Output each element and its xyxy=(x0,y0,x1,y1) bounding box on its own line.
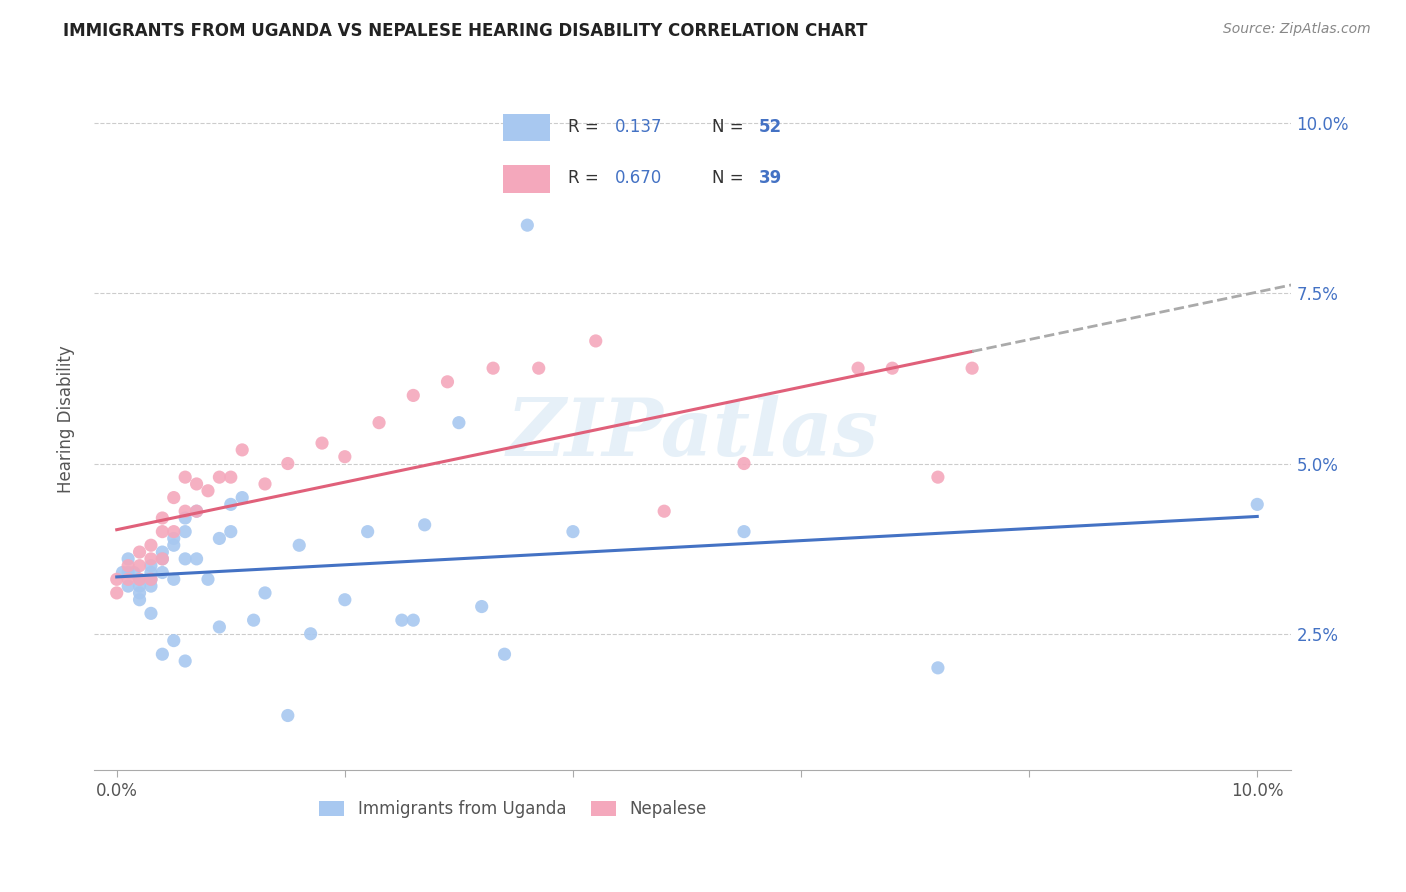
Point xyxy=(253,586,276,600)
Point xyxy=(208,532,231,546)
Point xyxy=(333,592,356,607)
Point xyxy=(585,334,607,348)
Point xyxy=(482,361,505,376)
Point xyxy=(163,633,186,648)
Point xyxy=(208,620,231,634)
Point xyxy=(219,524,242,539)
Point xyxy=(494,647,516,661)
Point xyxy=(333,450,356,464)
Point xyxy=(139,579,162,593)
Point xyxy=(105,586,128,600)
Point xyxy=(219,470,242,484)
Point xyxy=(174,504,197,518)
Point xyxy=(163,572,186,586)
Point xyxy=(128,592,150,607)
Point xyxy=(652,504,675,518)
Point xyxy=(733,524,755,539)
Point xyxy=(122,566,145,580)
Point xyxy=(299,627,322,641)
Point xyxy=(150,511,173,525)
Point xyxy=(150,545,173,559)
Point xyxy=(927,661,949,675)
Point xyxy=(150,524,173,539)
Point xyxy=(208,470,231,484)
Point xyxy=(516,218,538,232)
Point xyxy=(128,558,150,573)
Point xyxy=(117,579,139,593)
Point xyxy=(139,607,162,621)
Point xyxy=(402,613,425,627)
Point xyxy=(186,504,208,518)
Point xyxy=(128,572,150,586)
Point xyxy=(733,457,755,471)
Point xyxy=(231,491,253,505)
Point xyxy=(174,511,197,525)
Point xyxy=(447,416,470,430)
Point xyxy=(356,524,378,539)
Point xyxy=(139,566,162,580)
Point xyxy=(561,524,583,539)
Point xyxy=(219,497,242,511)
Point xyxy=(277,708,299,723)
Text: ZIPatlas: ZIPatlas xyxy=(506,394,879,472)
Point xyxy=(163,532,186,546)
Text: Source: ZipAtlas.com: Source: ZipAtlas.com xyxy=(1223,22,1371,37)
Point xyxy=(1246,497,1268,511)
Point xyxy=(111,566,134,580)
Point xyxy=(163,524,186,539)
Point xyxy=(150,552,173,566)
Point xyxy=(117,558,139,573)
Point xyxy=(527,361,550,376)
Y-axis label: Hearing Disability: Hearing Disability xyxy=(58,345,75,493)
Point xyxy=(139,572,162,586)
Point xyxy=(128,545,150,559)
Text: IMMIGRANTS FROM UGANDA VS NEPALESE HEARING DISABILITY CORRELATION CHART: IMMIGRANTS FROM UGANDA VS NEPALESE HEARI… xyxy=(63,22,868,40)
Point xyxy=(231,442,253,457)
Point xyxy=(150,552,173,566)
Point xyxy=(882,361,904,376)
Point xyxy=(117,572,139,586)
Point xyxy=(253,477,276,491)
Point xyxy=(846,361,869,376)
Point xyxy=(927,470,949,484)
Point xyxy=(186,552,208,566)
Point xyxy=(139,538,162,552)
Point xyxy=(139,552,162,566)
Point xyxy=(471,599,494,614)
Legend: Immigrants from Uganda, Nepalese: Immigrants from Uganda, Nepalese xyxy=(312,794,713,825)
Point xyxy=(197,483,219,498)
Point xyxy=(105,572,128,586)
Point xyxy=(197,572,219,586)
Point xyxy=(436,375,458,389)
Point xyxy=(391,613,413,627)
Point xyxy=(960,361,983,376)
Point xyxy=(117,566,139,580)
Point xyxy=(288,538,311,552)
Point xyxy=(413,517,436,532)
Point xyxy=(186,477,208,491)
Point xyxy=(174,654,197,668)
Point xyxy=(368,416,391,430)
Point xyxy=(186,504,208,518)
Point xyxy=(174,524,197,539)
Point xyxy=(311,436,333,450)
Point xyxy=(150,566,173,580)
Point xyxy=(117,552,139,566)
Point xyxy=(163,538,186,552)
Point xyxy=(174,470,197,484)
Point xyxy=(277,457,299,471)
Point xyxy=(163,491,186,505)
Point xyxy=(139,572,162,586)
Point xyxy=(150,647,173,661)
Point xyxy=(139,558,162,573)
Point xyxy=(242,613,264,627)
Point xyxy=(174,552,197,566)
Point xyxy=(128,572,150,586)
Point xyxy=(402,388,425,402)
Point xyxy=(128,586,150,600)
Point xyxy=(128,579,150,593)
